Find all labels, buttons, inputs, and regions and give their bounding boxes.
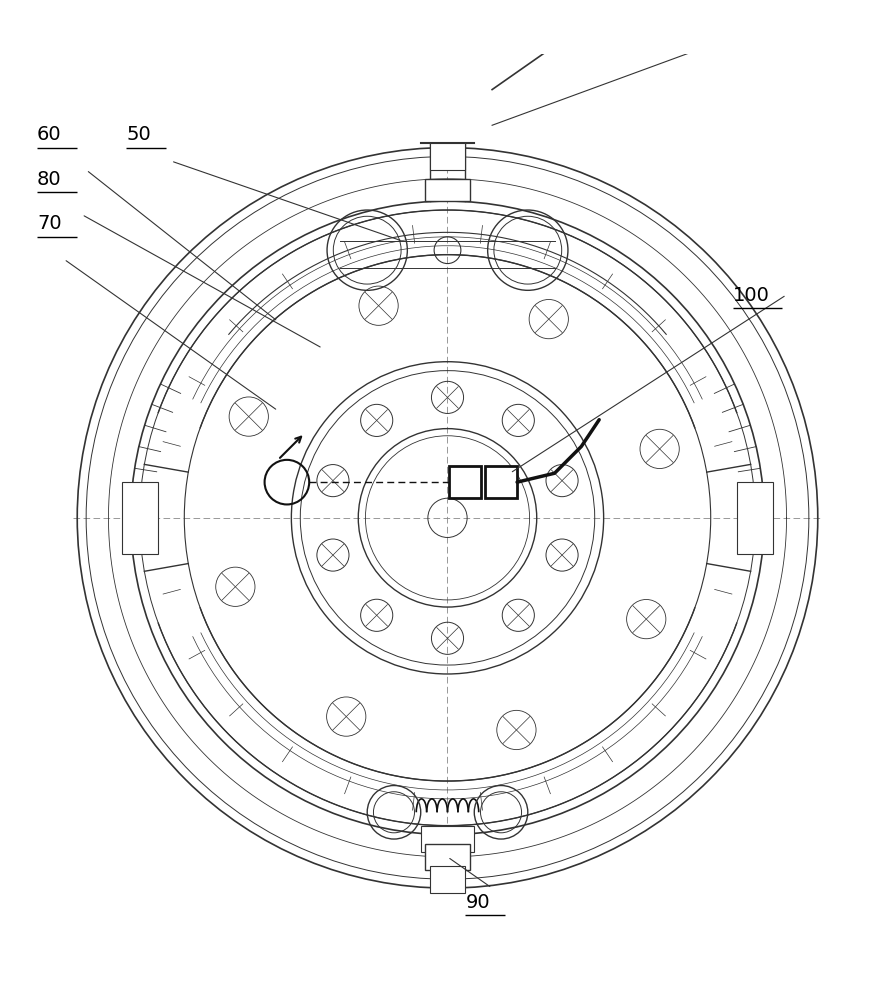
Text: 50: 50 bbox=[126, 125, 151, 144]
Bar bbox=[737, 482, 772, 554]
Bar bbox=[485, 466, 517, 498]
Bar bbox=[122, 482, 157, 554]
Bar bbox=[449, 466, 481, 498]
Text: 80: 80 bbox=[37, 170, 62, 189]
Bar bbox=[429, 866, 465, 893]
Text: 100: 100 bbox=[732, 286, 769, 305]
Bar bbox=[425, 179, 469, 201]
Bar bbox=[420, 826, 474, 852]
Bar bbox=[429, 143, 465, 170]
Text: 90: 90 bbox=[465, 893, 489, 912]
Text: 70: 70 bbox=[37, 214, 62, 233]
Text: 60: 60 bbox=[37, 125, 62, 144]
Bar bbox=[425, 844, 469, 870]
